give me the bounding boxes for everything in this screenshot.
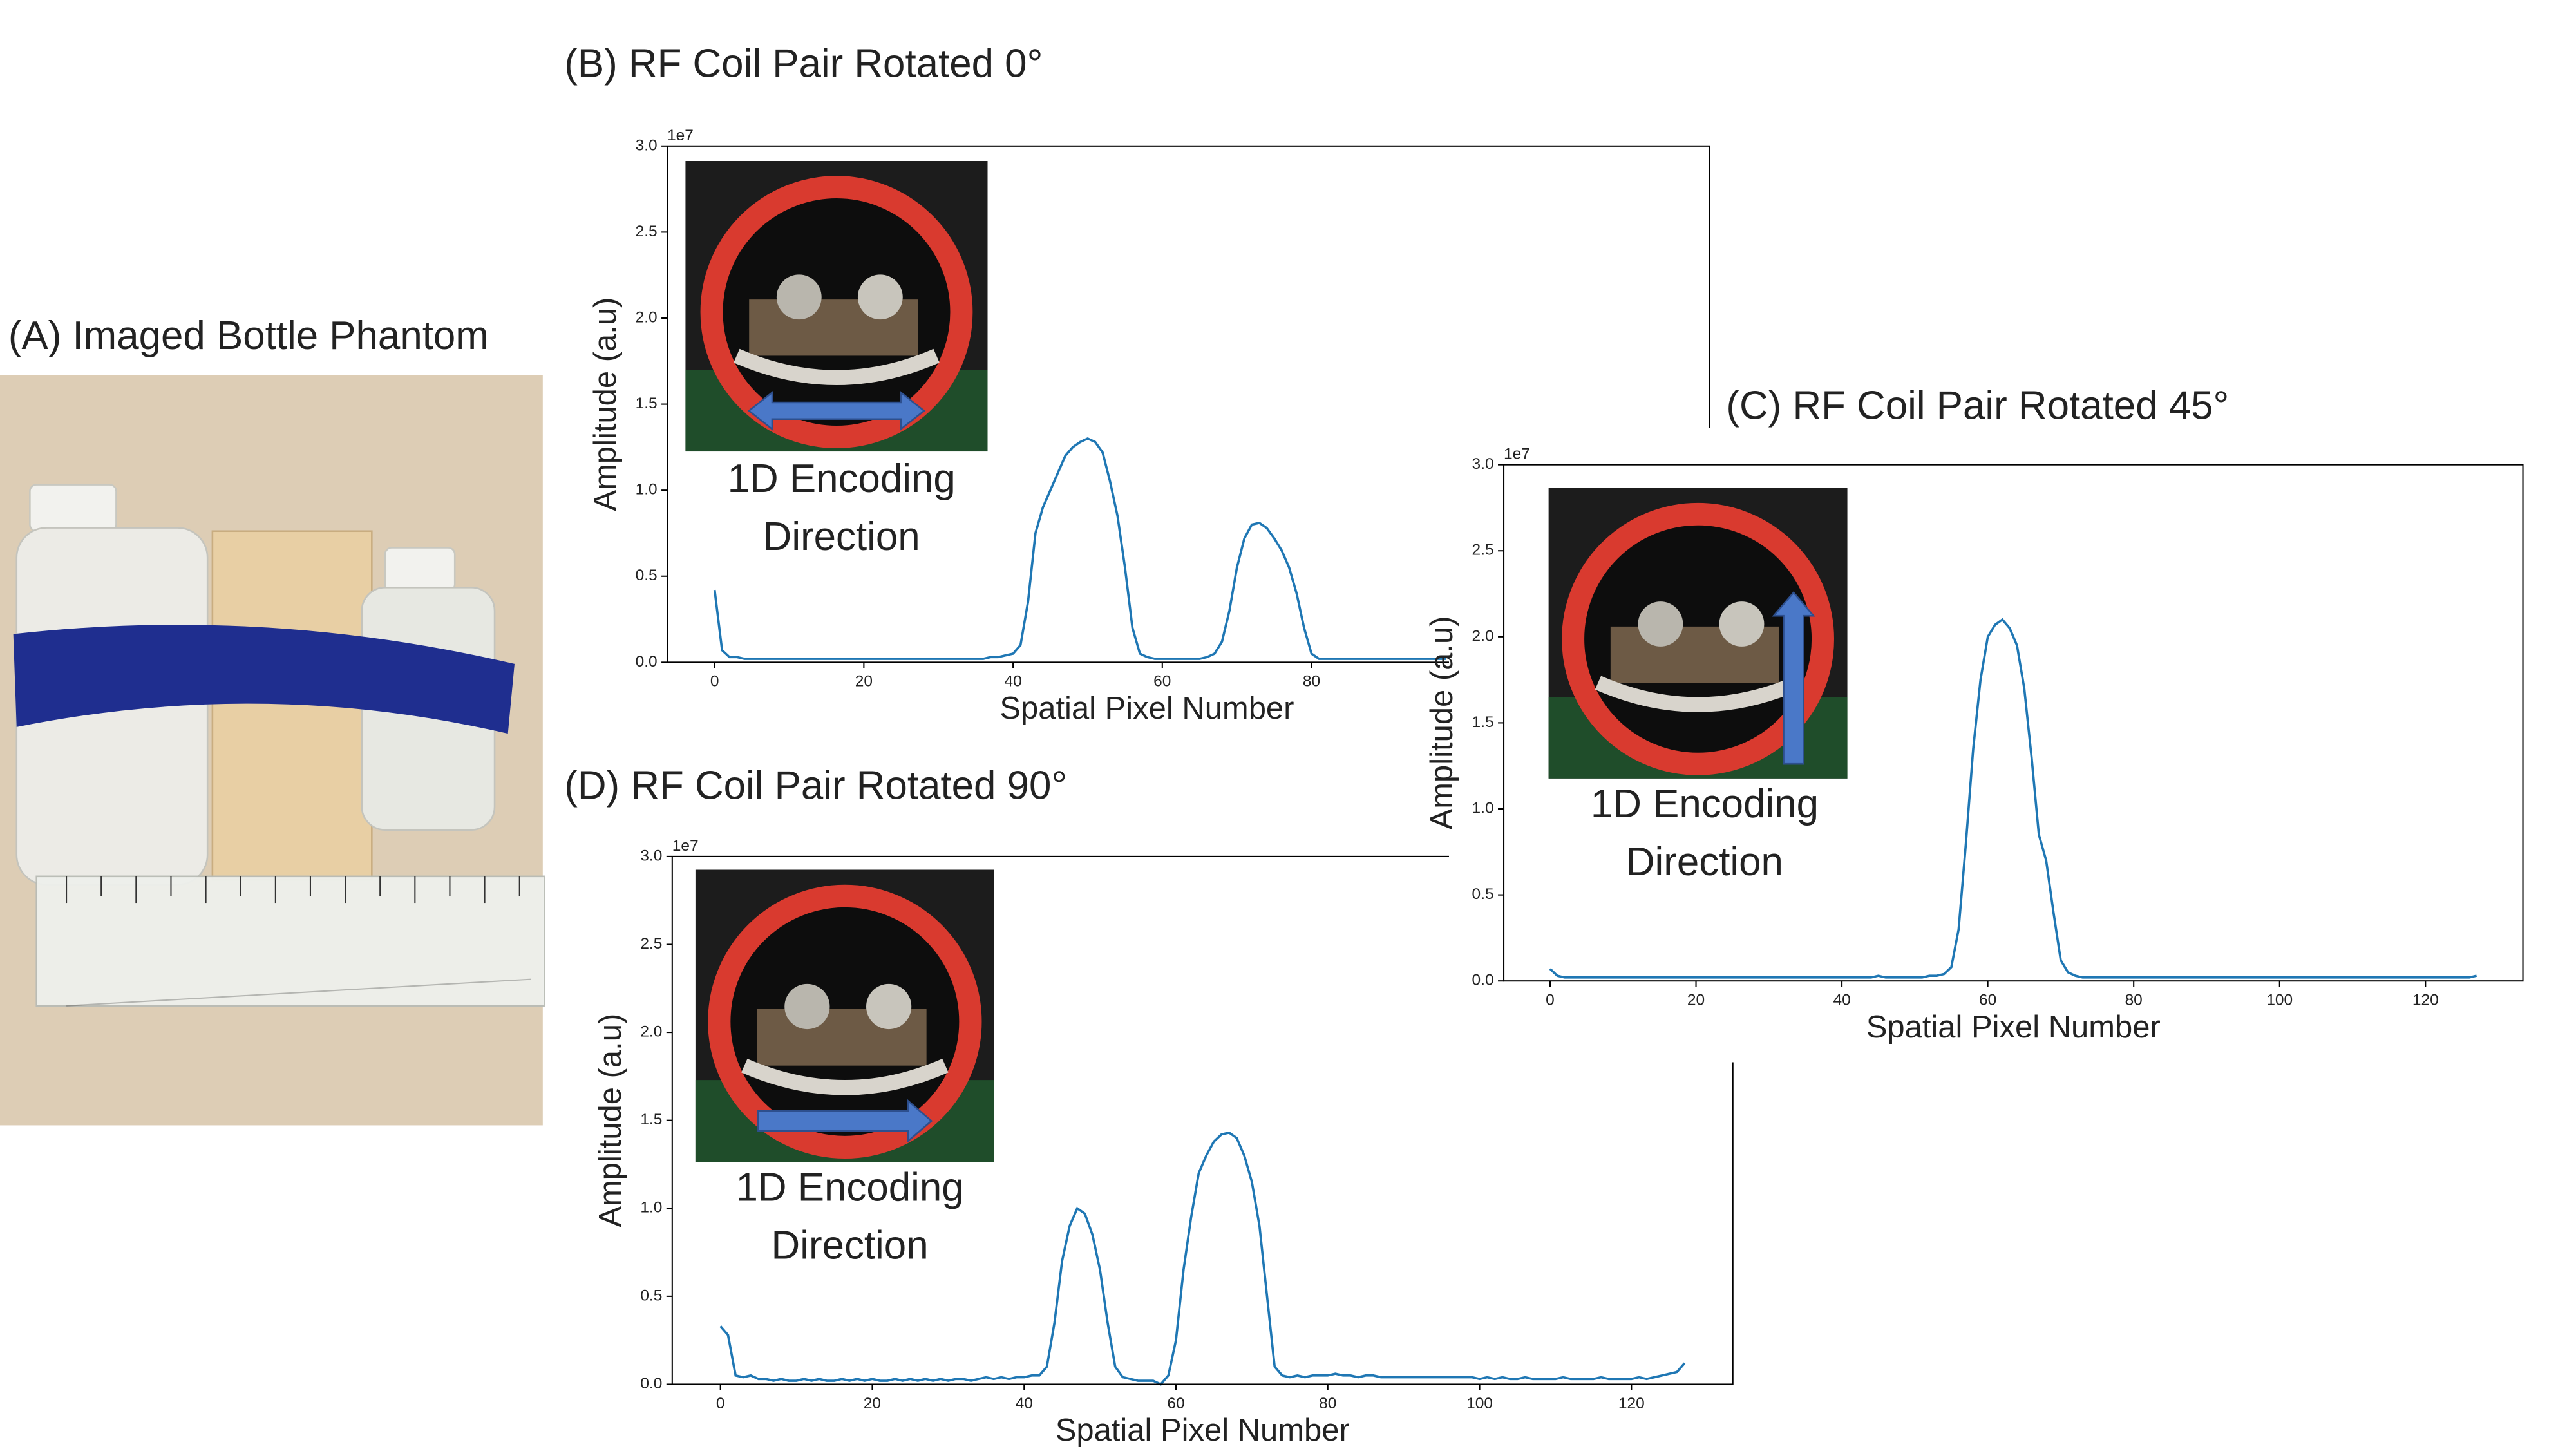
y-tick-label: 3.0 xyxy=(636,137,658,154)
y-tick-label: 1.0 xyxy=(640,1199,662,1217)
x-tick-label: 40 xyxy=(1004,673,1021,690)
phantom-cradle xyxy=(741,1058,949,1095)
chart-panel: (C) RF Coil Pair Rotated 45° 0.0 0.5 1.0 1.5… xyxy=(1425,383,2576,1063)
annotation: Direction xyxy=(763,515,920,559)
x-axis-label: Spatial Pixel Number xyxy=(1866,1010,2161,1045)
y-tick-label: 1.5 xyxy=(640,1111,662,1128)
data-line xyxy=(719,1131,1686,1386)
y-tick-label: 2.0 xyxy=(1472,627,1494,645)
x-tick-label: 120 xyxy=(1618,1395,1645,1412)
phantom-bottle xyxy=(857,274,903,320)
x-tick-label: 60 xyxy=(1167,1395,1184,1412)
x-tick-label: 80 xyxy=(1303,673,1320,690)
x-tick-label: 20 xyxy=(864,1395,881,1412)
chart-panel: (B) RF Coil Pair Rotated 0° 0.0 0.5 1.0 1.5 2… xyxy=(564,41,1710,726)
x-tick-label: 20 xyxy=(1687,992,1705,1009)
x-tick-label: 120 xyxy=(2412,992,2439,1009)
panel-a-title: (A) Imaged Bottle Phantom xyxy=(8,314,489,358)
y-tick-label: 0.5 xyxy=(640,1287,662,1304)
x-tick-label: 20 xyxy=(855,673,873,690)
x-axis-label: Spatial Pixel Number xyxy=(999,691,1294,726)
phantom-bottle xyxy=(1638,601,1683,647)
phantom-bottle xyxy=(776,274,822,320)
y-tick-label: 0.0 xyxy=(1472,972,1494,989)
encoding-arrow xyxy=(747,390,926,431)
coil-photo xyxy=(685,161,988,452)
y-tick-label: 2.0 xyxy=(640,1023,662,1041)
chart-title: (D) RF Coil Pair Rotated 90° xyxy=(564,764,1067,808)
x-axis-label: Spatial Pixel Number xyxy=(1056,1413,1350,1448)
x-tick-label: 0 xyxy=(1546,992,1555,1009)
y-tick-label: 2.5 xyxy=(640,935,662,952)
y-offset-label: 1e7 xyxy=(667,127,694,144)
bottle-photo xyxy=(0,375,545,1126)
axes-frame xyxy=(667,145,1710,663)
y-axis-label: Amplitude (a.u) xyxy=(593,1014,628,1227)
y-tick-label: 0.0 xyxy=(640,1375,662,1392)
x-tick-label: 0 xyxy=(710,673,719,690)
annotation: 1D Encoding xyxy=(1591,782,1819,826)
y-axis-label: Amplitude (a.u) xyxy=(588,298,623,511)
x-tick-label: 0 xyxy=(716,1395,725,1412)
x-tick-label: 100 xyxy=(2266,992,2293,1009)
y-offset-label: 1e7 xyxy=(672,837,699,855)
y-tick-label: 3.0 xyxy=(640,847,662,864)
y-tick-label: 0.5 xyxy=(1472,886,1494,903)
annotation: Direction xyxy=(772,1223,929,1267)
phantom-cradle xyxy=(734,348,940,385)
x-tick-label: 60 xyxy=(1979,992,1996,1009)
y-tick-label: 2.0 xyxy=(636,308,658,326)
x-tick-label: 60 xyxy=(1153,673,1171,690)
y-tick-label: 2.5 xyxy=(1472,542,1494,559)
encoding-arrow xyxy=(1772,591,1815,765)
y-tick-label: 2.5 xyxy=(636,223,658,240)
phantom-bottle xyxy=(1719,601,1765,647)
y-tick-label: 1.0 xyxy=(1472,799,1494,817)
y-axis-label: Amplitude (a.u) xyxy=(1425,616,1459,829)
x-tick-label: 100 xyxy=(1466,1395,1493,1412)
x-tick-label: 80 xyxy=(1319,1395,1336,1412)
annotation: 1D Encoding xyxy=(728,457,956,501)
x-tick-label: 80 xyxy=(2125,992,2143,1009)
phantom-bottle xyxy=(784,983,830,1030)
phantom-cradle xyxy=(1595,676,1801,712)
chart-title: (B) RF Coil Pair Rotated 0° xyxy=(564,41,1043,86)
coil-photo xyxy=(1548,488,1848,779)
y-tick-label: 3.0 xyxy=(1472,455,1494,473)
annotation: 1D Encoding xyxy=(736,1165,964,1209)
data-line xyxy=(1549,618,2477,979)
x-tick-label: 40 xyxy=(1833,992,1850,1009)
y-tick-label: 0.0 xyxy=(636,653,658,670)
encoding-arrow xyxy=(757,1099,933,1143)
y-tick-label: 1.5 xyxy=(636,395,658,412)
y-tick-label: 1.0 xyxy=(636,481,658,498)
phantom-bottle xyxy=(866,983,912,1030)
chart-title: (C) RF Coil Pair Rotated 45° xyxy=(1726,383,2229,428)
x-tick-label: 40 xyxy=(1016,1395,1033,1412)
annotation: Direction xyxy=(1626,840,1783,884)
coil-photo xyxy=(695,869,994,1162)
y-tick-label: 0.5 xyxy=(636,567,658,584)
data-line xyxy=(713,437,1446,660)
y-tick-label: 1.5 xyxy=(1472,714,1494,731)
y-offset-label: 1e7 xyxy=(1504,446,1530,463)
